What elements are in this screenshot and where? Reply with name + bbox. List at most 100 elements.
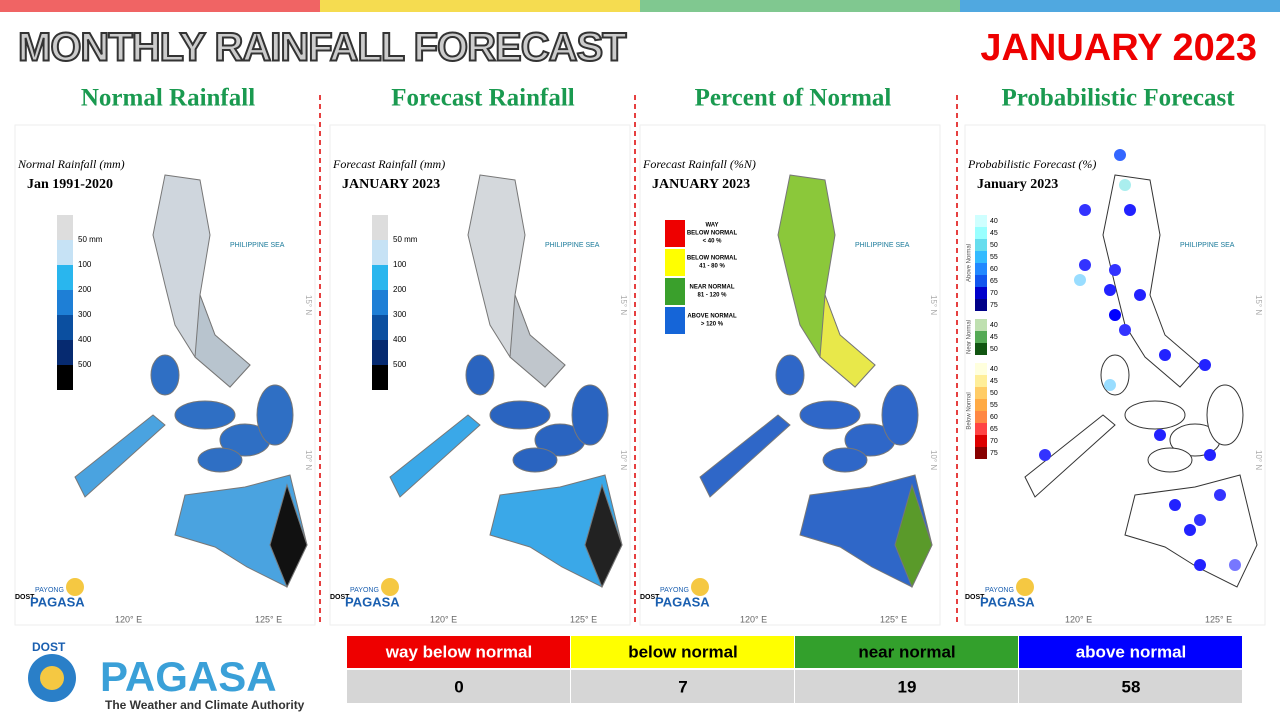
badge-org: DOST: [965, 594, 985, 601]
map-panel: Forecast Rainfall (%N) JANUARY 2023 PHILIP…: [639, 124, 941, 626]
legend-swatch: [975, 215, 987, 227]
station-dot: [1119, 179, 1131, 191]
badge-icon: [691, 578, 709, 596]
legend-group: Near Normal: [967, 320, 973, 354]
station-dot: [1159, 349, 1171, 361]
legend-label: 200: [78, 285, 92, 294]
island: [389, 414, 481, 498]
map-subtitle: JANUARY 2023: [652, 177, 750, 192]
table-cell: [795, 670, 1018, 703]
legend-label: 300: [393, 310, 407, 319]
legend-label: 50 mm: [393, 235, 418, 244]
station-dot: [1154, 429, 1166, 441]
legend-swatch: [975, 375, 987, 387]
legend-swatch: [372, 365, 388, 390]
station-dot: [1204, 449, 1216, 461]
sea-label: PHILIPPINE SEA: [545, 242, 600, 249]
lat-label: 15° N: [619, 295, 628, 315]
badge-org: DOST: [15, 594, 35, 601]
table-header: above normal: [1076, 642, 1187, 661]
island: [174, 400, 236, 430]
legend-swatch: [57, 215, 73, 240]
lon-label: 125° E: [570, 614, 597, 624]
legend-label: < 40 %: [703, 239, 723, 245]
badge-name: PAGASA: [345, 594, 400, 609]
legend-label: > 120 %: [701, 322, 724, 328]
island: [1147, 447, 1193, 473]
island: [269, 483, 308, 589]
island: [1100, 354, 1130, 396]
station-dot: [1199, 359, 1211, 371]
island: [775, 354, 805, 396]
station-dot: [1184, 524, 1196, 536]
map-subtitle: Jan 1991-2020: [27, 177, 113, 192]
map-title: Normal Rainfall (mm): [17, 157, 125, 171]
legend-tick: 40: [990, 218, 998, 225]
legend-tick: 55: [990, 402, 998, 409]
island: [699, 414, 791, 498]
table-header: way below normal: [385, 642, 532, 661]
legend-tick: 55: [990, 254, 998, 261]
legend-tick: 70: [990, 438, 998, 445]
logo-name: PAGASA: [100, 653, 277, 700]
island: [819, 294, 876, 388]
map-panel: Probabilistic Forecast (%) January 2023 PH…: [964, 124, 1266, 626]
legend-tick: 40: [990, 322, 998, 329]
table-header: near normal: [858, 642, 955, 661]
stripe: [640, 0, 960, 12]
badge-name: PAGASA: [30, 594, 85, 609]
station-dot: [1079, 204, 1091, 216]
legend-swatch: [975, 263, 987, 275]
island: [881, 384, 919, 446]
station-dot: [1169, 499, 1181, 511]
station-dot: [1079, 259, 1091, 271]
legend-swatch: [57, 240, 73, 265]
map-title: Forecast Rainfall (%N): [642, 157, 756, 171]
legend-label: NEAR NORMAL: [690, 285, 735, 291]
legend-tick: 50: [990, 390, 998, 397]
legend-swatch: [57, 340, 73, 365]
island: [489, 400, 551, 430]
legend-swatch: [975, 331, 987, 343]
lat-label: 10° N: [1254, 450, 1263, 470]
legend-swatch: [975, 239, 987, 251]
legend-tick: 45: [990, 334, 998, 341]
lat-label: 15° N: [929, 295, 938, 315]
legend-tick: 50: [990, 242, 998, 249]
badge-program: PAYONG: [350, 587, 379, 594]
map-panel: Normal Rainfall (mm) Jan 1991-2020 PHILIPP…: [14, 124, 316, 626]
legend-group: Above Normal: [967, 244, 973, 282]
panel-title: Normal Rainfall: [81, 85, 255, 112]
lat-label: 15° N: [304, 295, 313, 315]
legend-tick: 45: [990, 378, 998, 385]
legend-label: 500: [393, 360, 407, 369]
legend-label: 200: [393, 285, 407, 294]
legend-label: 100: [78, 260, 92, 269]
legend-swatch: [975, 299, 987, 311]
legend-swatch: [975, 287, 987, 299]
badge-icon: [1016, 578, 1034, 596]
badge-org: DOST: [640, 594, 660, 601]
legend-swatch: [665, 278, 685, 305]
island: [256, 384, 294, 446]
lon-label: 120° E: [1065, 614, 1092, 624]
legend-swatch: [975, 399, 987, 411]
legend-label: 41 - 80 %: [699, 264, 725, 270]
legend-label: 81 - 120 %: [697, 293, 727, 299]
panel-title: Probabilistic Forecast: [1001, 85, 1235, 112]
lat-label: 10° N: [619, 450, 628, 470]
map-title: Forecast Rainfall (mm): [332, 157, 445, 171]
station-dot: [1104, 379, 1116, 391]
legend-swatch: [975, 363, 987, 375]
island: [465, 354, 495, 396]
legend-swatch: [372, 240, 388, 265]
lon-label: 125° E: [1205, 614, 1232, 624]
stripe: [0, 0, 320, 12]
station-dot: [1119, 324, 1131, 336]
logo-org: DOST: [32, 640, 66, 654]
legend-swatch: [975, 251, 987, 263]
island: [894, 483, 933, 589]
legend-label: WAY: [705, 223, 718, 229]
legend-label: 500: [78, 360, 92, 369]
lon-label: 125° E: [880, 614, 907, 624]
